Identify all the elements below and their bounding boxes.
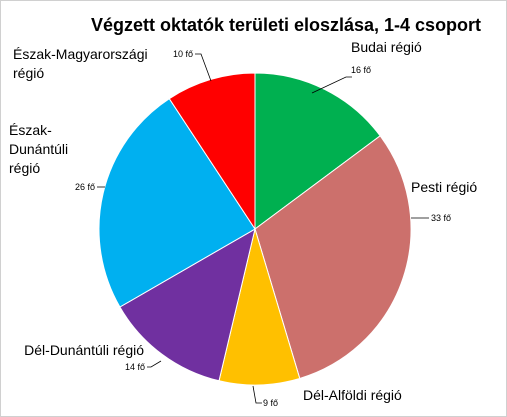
- category-label-pesti-regio: Pesti régió: [411, 179, 477, 195]
- value-label-del-alfoldi-regio: 9 fő: [263, 398, 278, 408]
- chart-title: Végzett oktatók területi eloszlása, 1-4 …: [91, 15, 481, 35]
- value-label-pesti-regio: 33 fő: [431, 213, 451, 223]
- leader-line-del-alfoldi-regio: [252, 385, 262, 404]
- pie-slice-del-dunantuli-regio: [119, 227, 256, 382]
- pie-slice-pesti-regio: [254, 135, 412, 380]
- pie-slice-eszak-dunantuli-regio: [98, 97, 256, 308]
- value-label-del-dunantuli-regio: 14 fő: [125, 362, 145, 372]
- pie-slice-budai-regio: [254, 72, 381, 230]
- leader-line-eszak-magyarorszagi-regio: [195, 53, 212, 82]
- category-label-eszak-magyarorszagi-regio-line-1: Észak-Magyarországi: [13, 46, 148, 62]
- category-label-budai-regio: Budai régió: [351, 39, 422, 55]
- category-label-eszak-dunantuli-regio-line-3: régió: [9, 160, 40, 176]
- category-label-del-alfoldi-regio: Dél-Alföldi régió: [303, 387, 402, 403]
- value-label-eszak-dunantuli-regio: 26 fő: [75, 182, 95, 192]
- leader-line-del-dunantuli-regio: [147, 360, 162, 368]
- category-label-eszak-magyarorszagi-regio-line-2: régió: [13, 65, 44, 81]
- category-label-eszak-dunantuli-regio-line-2: Dunántúli: [9, 141, 68, 157]
- leader-line-budai-regio: [311, 76, 352, 94]
- value-label-budai-regio: 16 fő: [351, 65, 371, 75]
- category-label-eszak-dunantuli-regio-line-1: Észak-: [9, 122, 52, 138]
- category-label-del-dunantuli-regio: Dél-Dunántúli régió: [24, 342, 144, 358]
- value-label-eszak-magyarorszagi-regio: 10 fő: [173, 49, 193, 59]
